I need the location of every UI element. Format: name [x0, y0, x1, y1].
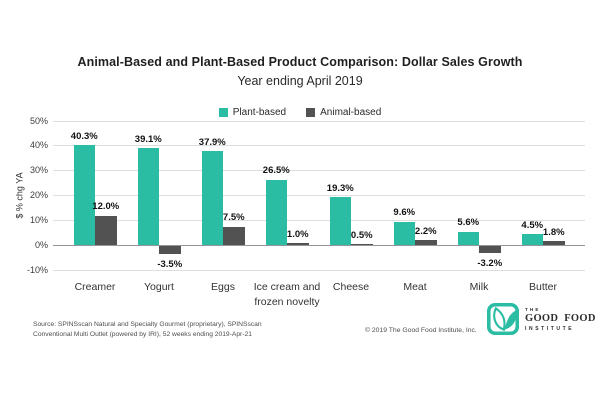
bar-value-label: 7.5% — [222, 212, 245, 224]
y-tick-label: 50% — [29, 115, 48, 126]
bar-plant-based — [201, 151, 223, 246]
category-label: Milk — [469, 281, 489, 293]
bar-value-label: -3.2% — [477, 258, 503, 270]
logo-text-the: THE — [525, 306, 541, 312]
bar-value-label: 40.3% — [70, 130, 98, 142]
gridline — [53, 269, 585, 271]
bar-plant-based — [137, 148, 159, 246]
category-label: Creamer — [74, 281, 116, 293]
category-label: Meat — [403, 281, 427, 293]
leaf-logo-icon — [487, 303, 519, 335]
bar-value-label: 0.5% — [350, 229, 373, 241]
bar-animal-based — [415, 240, 437, 246]
zero-gridline — [53, 245, 585, 246]
bar-value-label: 39.1% — [134, 133, 162, 145]
chart-legend: Plant-based Animal-based — [0, 105, 600, 119]
legend-item-plant-based: Plant-based — [218, 106, 287, 118]
source-line: Conventional Multi Outlet (powered by IR… — [33, 331, 252, 338]
bar-animal-based — [223, 226, 245, 246]
y-tick-label: -10% — [26, 264, 48, 275]
legend-label: Plant-based — [232, 106, 287, 118]
bar-value-label: 37.9% — [198, 136, 226, 148]
logo-wordmark: THE GOOD FOOD INSTITUTE — [525, 303, 596, 335]
chart-title: Animal-Based and Plant-Based Product Com… — [77, 55, 523, 69]
bar-value-label: 2.2% — [414, 225, 437, 237]
logo-text-institute: INSTITUTE — [525, 325, 575, 332]
gridline — [53, 195, 585, 197]
bar-value-label: 26.5% — [262, 165, 290, 176]
bar-animal-based — [351, 244, 373, 246]
y-tick-label: 10% — [29, 215, 48, 226]
category-label: Eggs — [211, 281, 235, 293]
category-label: Ice cream and frozen novelty — [253, 281, 321, 308]
source-note: Source: SPINSscan Natural and Specialty … — [33, 320, 262, 340]
bar-plant-based — [329, 197, 351, 246]
y-tick-label: 30% — [29, 165, 48, 176]
bar-value-label: -3.5% — [157, 259, 183, 271]
gridline — [53, 220, 585, 222]
category-label: Yogurt — [144, 281, 174, 293]
gridline — [53, 145, 585, 147]
gridline — [53, 170, 585, 172]
category-label: Butter — [528, 281, 557, 293]
y-tick-label: 0% — [34, 240, 48, 250]
bar-value-label: 9.6% — [393, 207, 416, 219]
bar-animal-based — [287, 243, 309, 246]
animal-based-swatch-icon — [306, 107, 316, 117]
category-label: Cheese — [332, 281, 370, 293]
y-tick-label: 20% — [29, 190, 48, 201]
bar-value-label: 19.3% — [326, 182, 354, 194]
plant-based-swatch-icon — [218, 107, 228, 117]
bar-value-label: 4.5% — [521, 219, 544, 231]
bar-animal-based — [95, 215, 117, 246]
bar-value-label: 5.6% — [457, 217, 480, 229]
bar-value-label: 1.0% — [286, 228, 309, 240]
bar-animal-based — [479, 245, 501, 254]
legend-label: Animal-based — [320, 106, 382, 118]
legend-item-animal-based: Animal-based — [306, 107, 381, 118]
bar-plant-based — [457, 231, 479, 246]
gridline — [53, 120, 585, 122]
bar-value-label: 1.8% — [542, 226, 565, 238]
bar-plant-based — [73, 145, 95, 246]
bar-animal-based — [543, 241, 565, 246]
chart-subtitle: Year ending April 2019 — [237, 74, 363, 88]
bar-plant-based — [265, 179, 287, 246]
good-food-institute-logo: THE GOOD FOOD INSTITUTE — [487, 303, 596, 335]
source-line: Source: SPINSscan Natural and Specialty … — [33, 321, 262, 328]
bar-value-label: 12.0% — [92, 201, 120, 213]
copyright-note: © 2019 The Good Food Institute, Inc. — [365, 327, 477, 334]
bar-plant-based — [521, 234, 543, 246]
y-tick-label: 40% — [29, 140, 48, 151]
bar-animal-based — [159, 245, 181, 255]
logo-text-good-food: GOOD FOOD — [525, 312, 596, 324]
bar-plant-based — [393, 221, 415, 246]
